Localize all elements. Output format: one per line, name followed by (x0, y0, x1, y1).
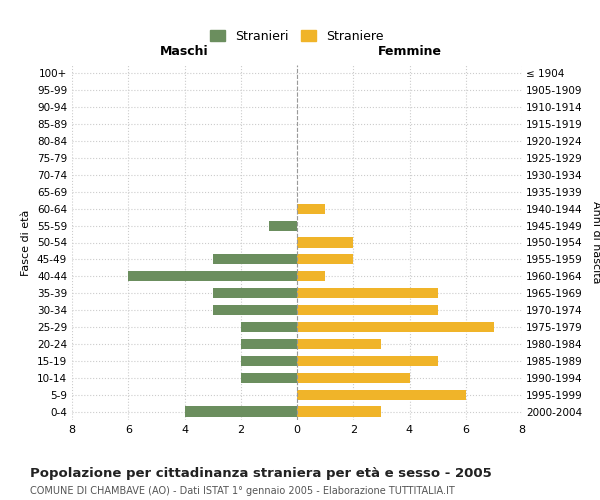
Bar (241, 372, 297, 383)
Bar (269, 220, 297, 230)
Bar (297, 254, 353, 264)
Y-axis label: Fasce di età: Fasce di età (22, 210, 31, 276)
Bar (297, 339, 382, 349)
Bar (241, 322, 297, 332)
Bar (241, 339, 297, 349)
Bar (297, 390, 466, 400)
Bar (212, 254, 297, 264)
Bar (297, 204, 325, 214)
Legend: Stranieri, Straniere: Stranieri, Straniere (205, 25, 389, 48)
Y-axis label: Anni di nascita: Anni di nascita (591, 201, 600, 284)
Bar (297, 406, 382, 416)
Text: Maschi: Maschi (160, 45, 209, 58)
Bar (185, 406, 297, 416)
Text: COMUNE DI CHAMBAVE (AO) - Dati ISTAT 1° gennaio 2005 - Elaborazione TUTTITALIA.I: COMUNE DI CHAMBAVE (AO) - Dati ISTAT 1° … (30, 486, 455, 496)
Bar (297, 271, 325, 281)
Text: Popolazione per cittadinanza straniera per età e sesso - 2005: Popolazione per cittadinanza straniera p… (30, 468, 492, 480)
Bar (241, 356, 297, 366)
Bar (297, 372, 409, 383)
Bar (128, 271, 297, 281)
Bar (297, 305, 437, 315)
Bar (212, 305, 297, 315)
Text: Femmine: Femmine (377, 45, 442, 58)
Bar (297, 288, 437, 298)
Bar (297, 322, 494, 332)
Bar (212, 288, 297, 298)
Bar (297, 238, 353, 248)
Bar (297, 356, 437, 366)
